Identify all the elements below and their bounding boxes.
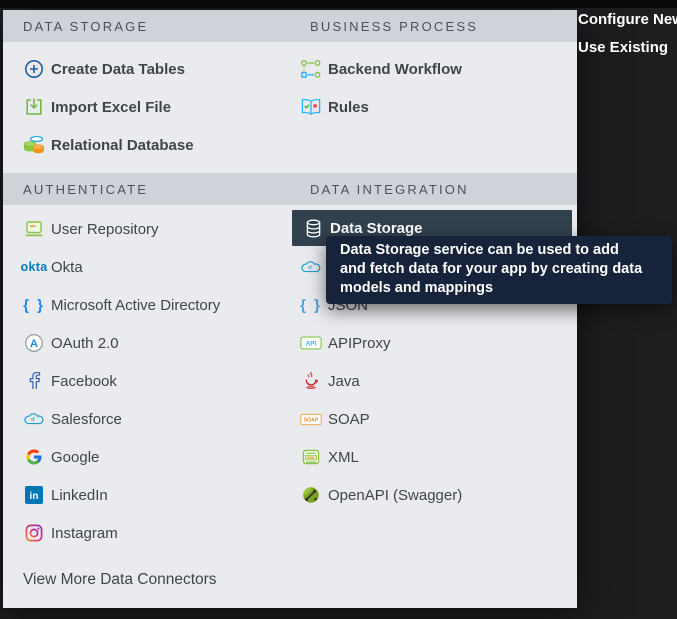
menu-item-label: Google	[51, 448, 100, 466]
section-header-data-integration: DATA INTEGRATION	[310, 181, 469, 197]
excel-import-icon	[23, 97, 45, 117]
java-cup-icon	[300, 371, 322, 391]
menu-item-label: SOAP	[328, 410, 370, 428]
json-braces-icon: { }	[300, 296, 322, 314]
section-header-data-storage: DATA STORAGE	[23, 18, 149, 34]
menu-item-label: Salesforce	[51, 410, 122, 428]
menu-item-label: OAuth 2.0	[51, 334, 119, 352]
menu-item-create-data-tables[interactable]: Create Data Tables	[3, 50, 290, 88]
menu-item-label: Data Storage	[330, 219, 423, 237]
api-badge-icon: API	[300, 335, 322, 351]
menu-item-apiproxy[interactable]: API APIProxy	[290, 324, 577, 362]
menu-item-label: Facebook	[51, 372, 117, 390]
menu-item-import-excel-file[interactable]: Import Excel File	[3, 88, 290, 126]
instagram-camera-icon	[23, 524, 45, 542]
salesforce-cloud-icon: sf	[23, 411, 45, 428]
view-more-data-connectors-link[interactable]: View More Data Connectors	[23, 571, 217, 588]
menu-item-label: Create Data Tables	[51, 60, 185, 78]
menu-item-xml[interactable]: XML XML	[290, 438, 577, 476]
menu-item-label: Okta	[51, 258, 83, 276]
section-body-row-1: Create Data Tables Import Excel File	[3, 42, 577, 173]
menu-item-label: Microsoft Active Directory	[51, 296, 221, 314]
openapi-swagger-icon	[300, 486, 322, 504]
xml-file-icon: XML	[300, 449, 322, 466]
data-storage-items: Create Data Tables Import Excel File	[3, 42, 290, 173]
menu-item-label: Backend Workflow	[328, 60, 462, 78]
menu-item-relational-database[interactable]: Relational Database	[3, 126, 290, 164]
section-header-row-2: AUTHENTICATE DATA INTEGRATION	[3, 173, 577, 205]
menu-item-label: User Repository	[51, 220, 159, 238]
svg-text:in: in	[30, 491, 39, 502]
business-process-items: Backend Workflow Rules	[290, 42, 577, 173]
tooltip-line: Data Storage service can be used to add	[340, 242, 619, 258]
menu-item-microsoft-active-directory[interactable]: { } Microsoft Active Directory	[3, 286, 290, 324]
tooltip-line: and fetch data for your app by creating …	[340, 261, 643, 277]
menu-item-java[interactable]: Java	[290, 362, 577, 400]
menu-item-label: Java	[328, 372, 360, 390]
menu-item-user-repository[interactable]: User Repository	[3, 210, 290, 248]
google-g-icon	[23, 448, 45, 466]
menu-item-soap[interactable]: SOAP SOAP	[290, 400, 577, 438]
menu-item-salesforce[interactable]: sf Salesforce	[3, 400, 290, 438]
section-header-row-1: DATA STORAGE BUSINESS PROCESS	[3, 10, 577, 42]
section-body-row-2: User Repository okta Okta { } Microsoft …	[3, 205, 577, 552]
menu-item-label: XML	[328, 448, 359, 466]
menu-item-instagram[interactable]: Instagram	[3, 514, 290, 552]
authenticate-items: User Repository okta Okta { } Microsoft …	[3, 205, 290, 552]
svg-text:SOAP: SOAP	[304, 417, 319, 423]
workflow-icon	[300, 59, 322, 79]
menu-item-label: Relational Database	[51, 136, 194, 154]
oauth-circle-a-icon: A	[23, 333, 45, 353]
menu-item-backend-workflow[interactable]: Backend Workflow	[290, 50, 577, 88]
circle-plus-icon	[23, 59, 45, 79]
menu-item-obscured[interactable]: sf	[290, 248, 577, 286]
menu-item-openapi-swagger[interactable]: OpenAPI (Swagger)	[290, 476, 577, 514]
section-header-business-process: BUSINESS PROCESS	[310, 18, 479, 34]
top-dark-strip	[0, 0, 677, 8]
svg-text:sf: sf	[307, 264, 313, 270]
section-header-authenticate: AUTHENTICATE	[23, 181, 149, 197]
context-menu: Configure New Use Existing	[578, 6, 677, 62]
menu-item-label: Import Excel File	[51, 98, 172, 116]
data-storage-tooltip: Data Storage service can be used to add …	[326, 236, 672, 304]
panel-footer: View More Data Connectors	[3, 552, 577, 608]
menu-item-okta[interactable]: okta Okta	[3, 248, 290, 286]
svg-text:XML: XML	[307, 456, 316, 460]
relational-database-icon	[23, 135, 45, 155]
database-cylinder-icon	[302, 219, 324, 238]
menu-item-facebook[interactable]: Facebook	[3, 362, 290, 400]
soap-badge-icon: SOAP	[300, 412, 322, 427]
menu-item-label: OpenAPI (Swagger)	[328, 486, 463, 504]
menu-item-rules[interactable]: Rules	[290, 88, 577, 126]
menu-option-use-existing[interactable]: Use Existing	[578, 39, 669, 56]
svg-text:A: A	[30, 338, 38, 350]
tooltip-line: models and mappings	[340, 280, 494, 296]
services-mega-menu: DATA STORAGE BUSINESS PROCESS Create Dat…	[3, 10, 577, 608]
svg-text:API: API	[306, 341, 317, 348]
menu-option-configure-new[interactable]: Configure New	[578, 11, 677, 28]
okta-wordmark-icon: okta	[20, 260, 48, 274]
menu-item-label: LinkedIn	[51, 486, 108, 504]
salesforce-cloud-icon: sf	[300, 259, 322, 276]
menu-item-google[interactable]: Google	[3, 438, 290, 476]
menu-item-linkedin[interactable]: in LinkedIn	[3, 476, 290, 514]
rules-book-icon	[300, 98, 322, 116]
menu-item-label: Instagram	[51, 524, 118, 542]
code-braces-icon: { }	[23, 296, 45, 314]
user-repository-icon	[23, 220, 45, 238]
menu-item-label: APIProxy	[328, 334, 391, 352]
menu-item-oauth[interactable]: A OAuth 2.0	[3, 324, 290, 362]
linkedin-square-icon: in	[23, 486, 45, 504]
facebook-f-icon	[23, 372, 45, 390]
menu-item-label: Rules	[328, 98, 369, 116]
svg-text:sf: sf	[30, 416, 36, 422]
